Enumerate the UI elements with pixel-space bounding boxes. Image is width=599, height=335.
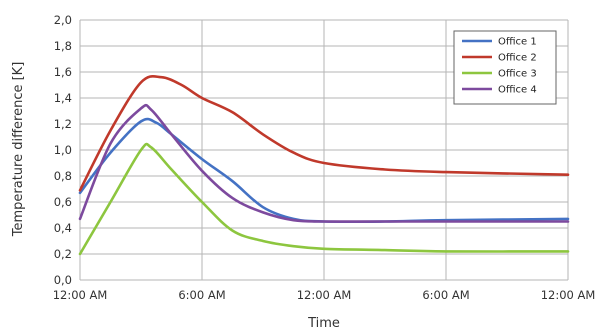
y-tick-label: 2,0 (54, 13, 72, 27)
series-line-office-2 (78, 75, 570, 192)
y-tick-label: 0,0 (54, 273, 72, 287)
x-axis-title: Time (307, 316, 340, 331)
y-tick-label: 0,8 (54, 169, 72, 183)
series-line-office-3 (78, 142, 570, 256)
y-tick-label: 1,2 (54, 117, 72, 131)
x-tick-label: 12:00 AM (297, 288, 352, 302)
legend-label-office-4: Office 4 (498, 85, 537, 96)
y-tick-label: 1,0 (54, 143, 72, 157)
y-tick-label: 0,4 (54, 221, 72, 235)
x-tick-label: 12:00 AM (541, 288, 596, 302)
grid (79, 19, 569, 281)
y-tick-label: 0,2 (54, 247, 72, 261)
series-line-office-4 (78, 103, 570, 223)
x-tick-label: 6:00 AM (422, 288, 469, 302)
x-tick-label: 6:00 AM (178, 288, 225, 302)
y-tick-label: 0,6 (54, 195, 72, 209)
x-tick-label: 12:00 AM (53, 288, 108, 302)
legend-label-office-2: Office 2 (498, 53, 537, 64)
legend-label-office-3: Office 3 (498, 69, 537, 80)
legend-label-office-1: Office 1 (498, 37, 537, 48)
y-axis-title: Temperature difference [K] (11, 62, 26, 238)
y-tick-label: 1,6 (54, 65, 72, 79)
y-tick-label: 1,4 (54, 91, 72, 105)
legend-box (453, 30, 557, 105)
legend: Office 1 Office 2 Office 3 Office 4 (453, 30, 557, 105)
axes: 0,0 0,2 0,4 0,6 0,8 1,0 1,2 1,4 1,6 1,8 2,0 12:00 A… (53, 13, 596, 302)
y-tick-label: 1,8 (54, 39, 72, 53)
series-lines (78, 75, 570, 256)
